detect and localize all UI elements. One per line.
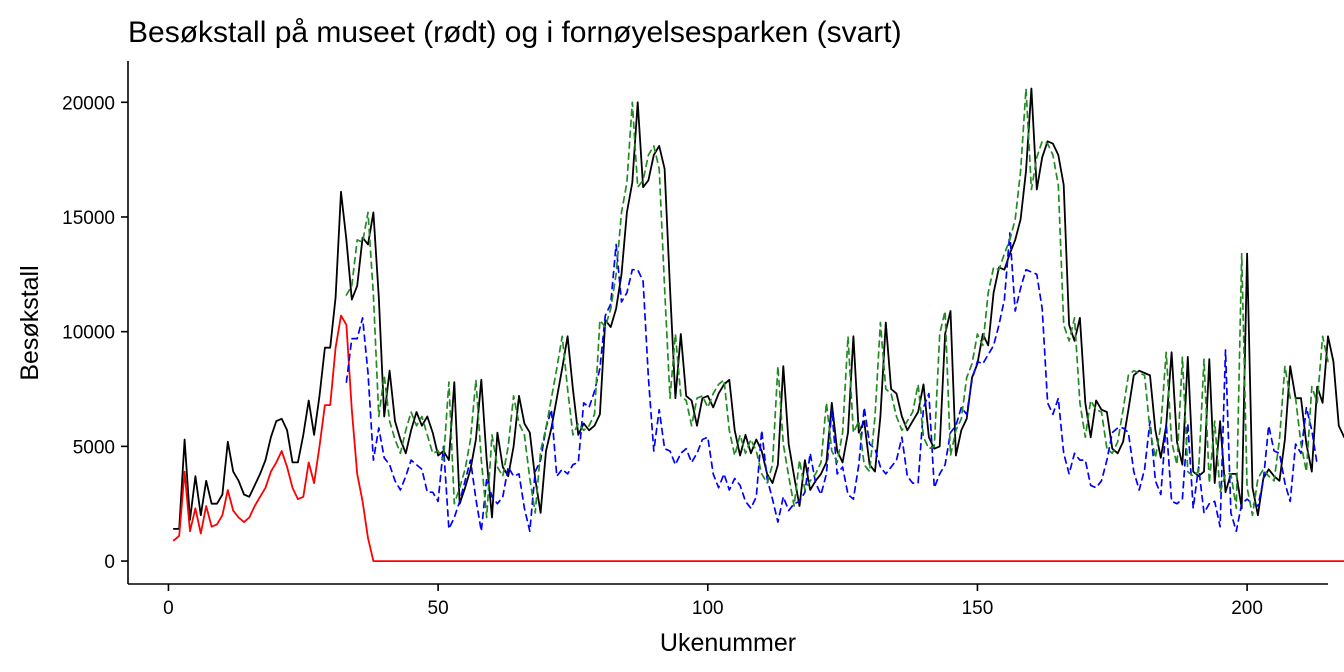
y-tick-label: 20000 — [62, 93, 115, 114]
y-axis-title: Besøkstall — [16, 265, 44, 380]
y-axis-ticks: 0 5000 10000 15000 20000 — [62, 93, 128, 573]
series-line-2 — [172, 314, 1344, 562]
x-tick-label: 50 — [428, 598, 449, 619]
y-tick-label: 15000 — [62, 208, 115, 229]
series-line-1 — [172, 87, 1344, 530]
x-tick-label: 0 — [163, 598, 174, 619]
y-tick-label: 5000 — [73, 437, 115, 458]
x-axis-ticks: 0 50 100 150 200 — [163, 584, 1263, 619]
series-line-4 — [345, 87, 1329, 519]
chart-title: Besøkstall på museet (rødt) og i fornøye… — [128, 16, 902, 49]
x-tick-label: 150 — [962, 598, 994, 619]
x-tick-label: 100 — [692, 598, 724, 619]
series-line-3 — [345, 232, 1319, 533]
y-tick-label: 10000 — [62, 323, 115, 344]
x-tick-label: 200 — [1231, 598, 1263, 619]
series-layer — [172, 87, 1344, 562]
y-tick-label: 0 — [104, 552, 115, 573]
x-axis-title: Ukenummer — [660, 629, 796, 657]
